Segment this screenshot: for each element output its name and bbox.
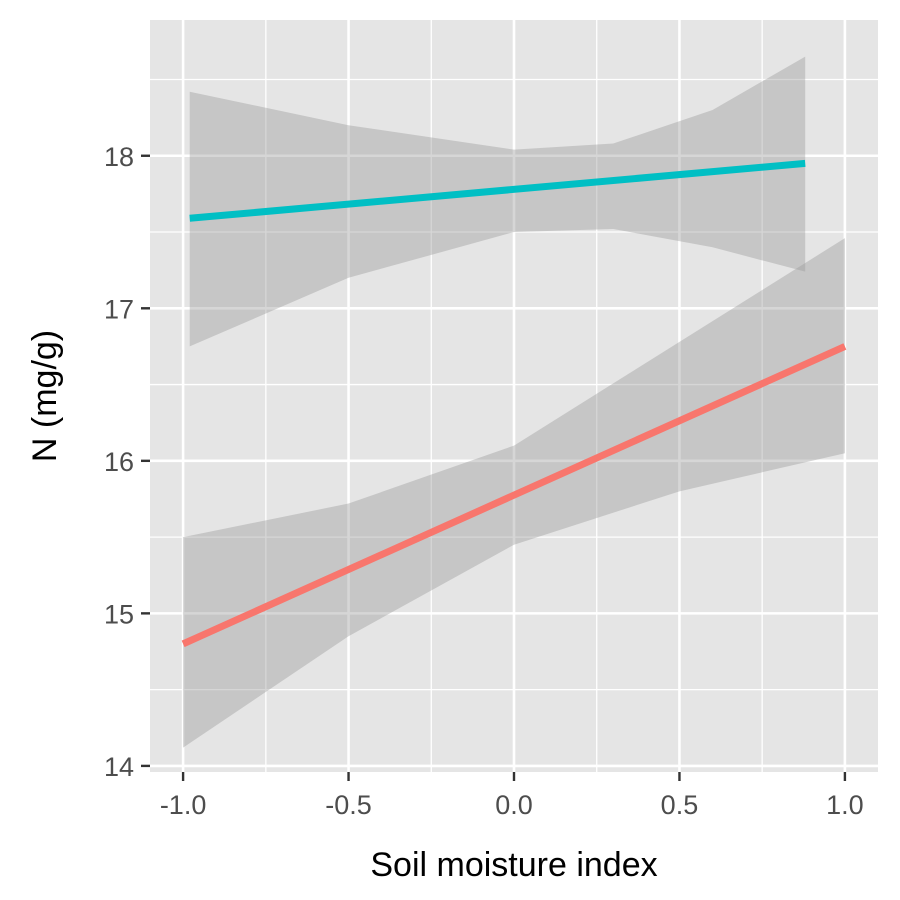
x-tick-label: 0.5 [661, 790, 699, 820]
x-tick-label: 1.0 [826, 790, 864, 820]
x-tick-label: -0.5 [325, 790, 372, 820]
y-tick-label: 16 [104, 447, 134, 477]
grid-lines [150, 20, 878, 772]
y-tick-label: 18 [104, 142, 134, 172]
x-tick-label: -1.0 [160, 790, 207, 820]
y-tick-label: 14 [104, 752, 134, 782]
y-tick-label: 15 [104, 599, 134, 629]
y-tick-label: 17 [104, 294, 134, 324]
x-axis-title: Soil moisture index [370, 846, 657, 884]
x-tick-label: 0.0 [495, 790, 533, 820]
series-line-1 [181, 343, 847, 648]
series-line-2 [189, 159, 806, 222]
axes: -1.0 -0.5 0.0 0.5 1.0 14 15 16 17 18 [104, 142, 864, 820]
series-lines [181, 159, 847, 648]
confidence-band-2 [189, 56, 806, 347]
y-axis-title: N (mg/g) [26, 330, 64, 462]
